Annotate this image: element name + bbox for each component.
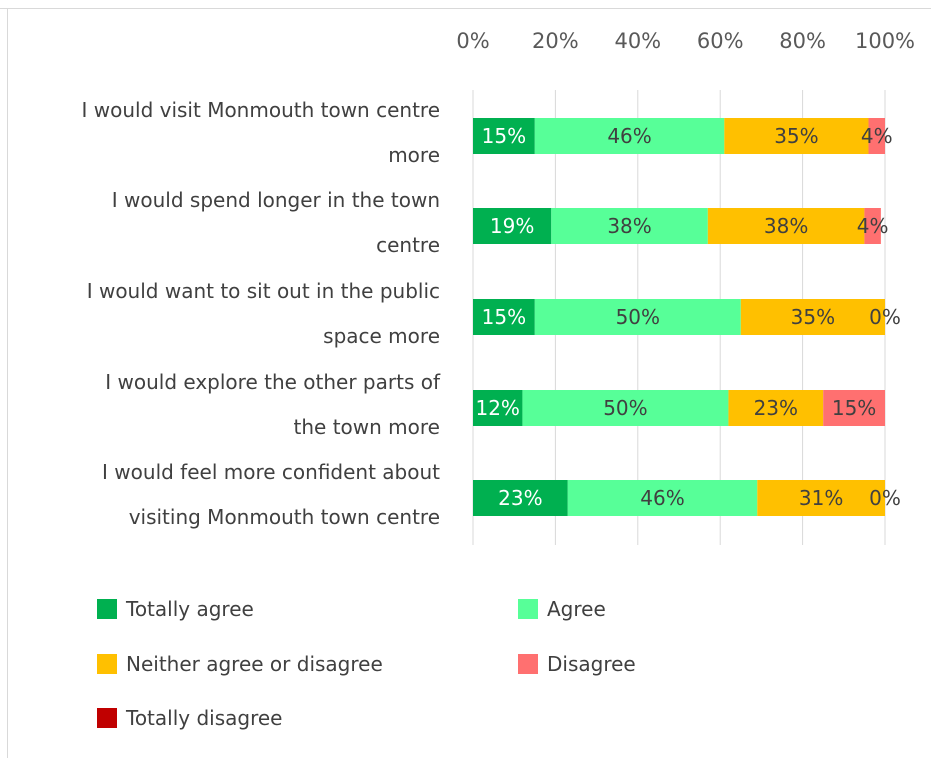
category-label: I would visit Monmouth town centre [81,98,440,122]
data-label: 15% [482,305,526,329]
bar-segment [740,299,885,335]
data-label: 4% [861,124,893,148]
bar-segment [757,480,885,516]
legend-label: Neither agree or disagree [126,652,383,676]
data-label: 38% [764,214,808,238]
x-tick-label: 60% [697,29,744,53]
bar-segment [864,208,881,244]
x-tick-label: 0% [456,29,489,53]
legend-label: Agree [547,597,606,621]
category-label-line: the town more [294,415,440,439]
legend-swatch [97,654,117,674]
bar-segment [473,208,552,244]
bar-segment [473,118,535,154]
legend-label: Totally disagree [125,706,282,730]
legend-swatch [97,708,117,728]
data-label: 50% [603,396,647,420]
legend-swatch [518,599,538,619]
frame-border-top [0,8,931,9]
bar-segment [522,390,729,426]
data-label: 23% [498,486,542,510]
category-label-line: visiting Monmouth town centre [129,505,440,529]
bar-segment [724,118,869,154]
data-label: 12% [475,396,519,420]
data-label: 0% [869,486,901,510]
bar-segment [473,299,535,335]
data-label: 15% [832,396,876,420]
bar-segment [567,480,758,516]
data-label: 46% [607,124,651,148]
category-label-line: more [388,143,440,167]
x-tick-label: 100% [855,29,915,53]
data-label: 38% [607,214,651,238]
legend-swatch [518,654,538,674]
bar-segment [473,390,523,426]
category-label-line: space more [323,324,440,348]
category-label: I would want to sit out in the public [87,279,440,303]
bar-segment [823,390,885,426]
data-label: 15% [482,124,526,148]
data-label: 46% [640,486,684,510]
bar-segment [728,390,824,426]
data-label: 19% [490,214,534,238]
category-label: I would explore the other parts of [105,370,441,394]
frame-border-left [7,8,8,758]
data-label: 23% [754,396,798,420]
x-tick-label: 40% [614,29,661,53]
legend-swatch [97,599,117,619]
bar-segment [868,118,885,154]
x-tick-label: 20% [532,29,579,53]
data-label: 35% [774,124,818,148]
data-label: 0% [869,305,901,329]
legend-label: Totally agree [125,597,254,621]
data-label: 35% [791,305,835,329]
bar-segment [534,299,741,335]
data-label: 4% [857,214,889,238]
bar-segment [707,208,865,244]
x-tick-label: 80% [779,29,826,53]
bar-segment [534,118,725,154]
legend-label: Disagree [547,652,636,676]
data-label: 31% [799,486,843,510]
category-label: I would spend longer in the town [112,188,440,212]
bar-segment [551,208,708,244]
data-label: 50% [616,305,660,329]
category-label-line: centre [376,233,440,257]
category-label: I would feel more confident about [102,460,440,484]
bar-segment [473,480,568,516]
